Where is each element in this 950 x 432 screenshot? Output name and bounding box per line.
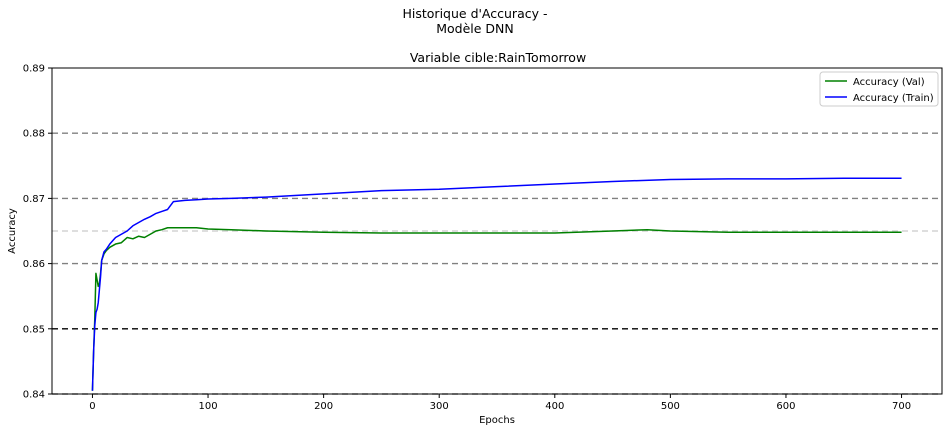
x-axis-ticks: 0 100 200 300 400 500 600 700 (89, 394, 911, 412)
y-tick-label: 0.86 (23, 259, 45, 270)
y-tick-label: 0.85 (23, 324, 45, 335)
x-axis-label: Epochs (479, 415, 515, 426)
suptitle-line2: Modèle DNN (436, 21, 514, 36)
x-tick-label: 400 (545, 401, 564, 412)
y-tick-label: 0.87 (23, 194, 45, 205)
y-tick-label: 0.88 (23, 129, 45, 140)
legend-label-train: Accuracy (Train) (853, 93, 934, 104)
chart-title: Variable cible:RainTomorrow (410, 50, 586, 65)
y-tick-label: 0.84 (23, 390, 45, 401)
x-tick-label: 0 (89, 401, 95, 412)
legend-box (819, 71, 939, 107)
suptitle-line1: Historique d'Accuracy - (402, 6, 548, 21)
x-tick-label: 500 (661, 401, 680, 412)
series-lines (91, 177, 902, 391)
x-tick-label: 700 (892, 401, 911, 412)
legend-label-val: Accuracy (Val) (853, 77, 925, 88)
x-tick-label: 600 (776, 401, 795, 412)
x-tick-label: 300 (430, 401, 449, 412)
series-line-1 (91, 177, 902, 391)
plot-frame (51, 67, 943, 395)
y-axis-ticks: 0.84 0.85 0.86 0.87 0.88 0.89 (23, 64, 52, 401)
x-tick-label: 100 (198, 401, 217, 412)
reference-lines (52, 132, 942, 395)
legend: Accuracy (Val) Accuracy (Train) (819, 71, 939, 107)
y-tick-label: 0.89 (23, 64, 45, 75)
series-line-0 (91, 226, 902, 391)
x-tick-label: 200 (314, 401, 333, 412)
y-axis-label: Accuracy (7, 208, 18, 254)
